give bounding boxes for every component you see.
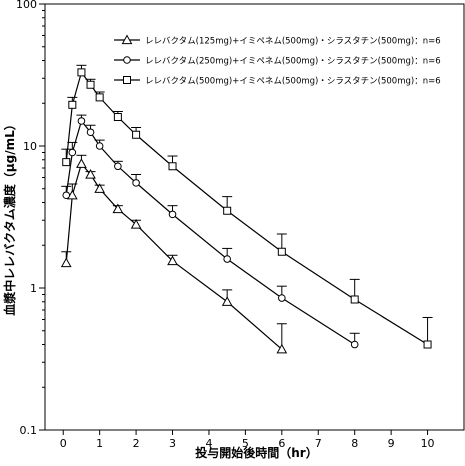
x-tick-label: 6: [278, 437, 285, 450]
y-axis-title: 血漿中レレバクタム濃度（μg/mL）: [2, 118, 17, 315]
legend: レレバクタム(125mg)+イミペネム(500mg)・シラスタチン(500mg)…: [114, 34, 441, 87]
series-line: [65, 119, 356, 346]
series-triangle: [60, 154, 288, 354]
legend-label: レレバクタム(125mg)+イミペネム(500mg)・シラスタチン(500mg)…: [145, 37, 441, 47]
circle-marker: [278, 294, 286, 302]
y-tick-label: 100: [16, 0, 37, 11]
square-marker: [113, 113, 122, 122]
square-marker: [68, 100, 77, 109]
circle-marker: [123, 56, 131, 64]
square-marker: [423, 340, 432, 349]
x-tick-label: 10: [421, 437, 435, 450]
series-circle: [61, 114, 360, 349]
triangle-marker: [276, 343, 288, 354]
x-tick-label: 3: [169, 437, 176, 450]
y-tick-label: 1: [30, 282, 37, 295]
square-marker: [86, 80, 95, 89]
x-tick-label: 5: [242, 437, 249, 450]
circle-marker: [62, 191, 71, 200]
square-marker: [168, 162, 177, 171]
square-marker: [223, 206, 232, 215]
triangle-marker: [85, 168, 96, 179]
series-square: [61, 64, 433, 349]
square-marker: [77, 68, 86, 77]
circle-marker: [132, 179, 140, 187]
square-marker: [123, 76, 131, 84]
circle-marker: [223, 255, 231, 263]
circle-marker: [168, 210, 177, 219]
circle-marker: [68, 148, 77, 157]
triangle-marker: [94, 183, 106, 193]
triangle-marker: [76, 158, 87, 168]
square-marker: [277, 247, 286, 256]
square-marker: [350, 295, 359, 304]
legend-label: レレバクタム(500mg)+イミペネム(500mg)・シラスタチン(500mg)…: [145, 77, 441, 87]
circle-marker: [350, 340, 359, 349]
x-tick-label: 2: [133, 437, 140, 450]
y-tick-label: 0.1: [20, 424, 38, 437]
x-tick-label: 7: [315, 437, 322, 450]
square-marker: [62, 158, 71, 167]
square-marker: [132, 130, 141, 139]
x-tick-label: 9: [388, 437, 395, 450]
triangle-marker: [121, 34, 133, 45]
x-tick-label: 1: [96, 437, 103, 450]
x-tick-label: 8: [351, 437, 358, 450]
series-line: [65, 162, 283, 350]
triangle-marker: [66, 189, 78, 200]
triangle-marker: [130, 218, 142, 229]
circle-marker: [77, 117, 86, 125]
x-tick-label: 4: [205, 437, 212, 450]
series-line: [65, 71, 428, 346]
plot-layer: [60, 64, 433, 354]
legend-label: レレバクタム(250mg)+イミペネム(500mg)・シラスタチン(500mg)…: [145, 57, 441, 67]
triangle-marker: [221, 296, 233, 306]
triangle-marker: [60, 257, 72, 268]
x-tick-label: 0: [60, 437, 67, 450]
plot-frame: [44, 3, 465, 431]
square-marker: [95, 93, 104, 102]
x-axis-title: 投与開始後時間（hr）: [195, 445, 317, 460]
circle-marker: [114, 162, 122, 171]
circle-marker: [95, 142, 104, 150]
y-tick-label: 10: [23, 140, 37, 153]
circle-marker: [86, 128, 95, 137]
triangle-marker: [167, 255, 178, 266]
triangle-marker: [112, 203, 124, 214]
